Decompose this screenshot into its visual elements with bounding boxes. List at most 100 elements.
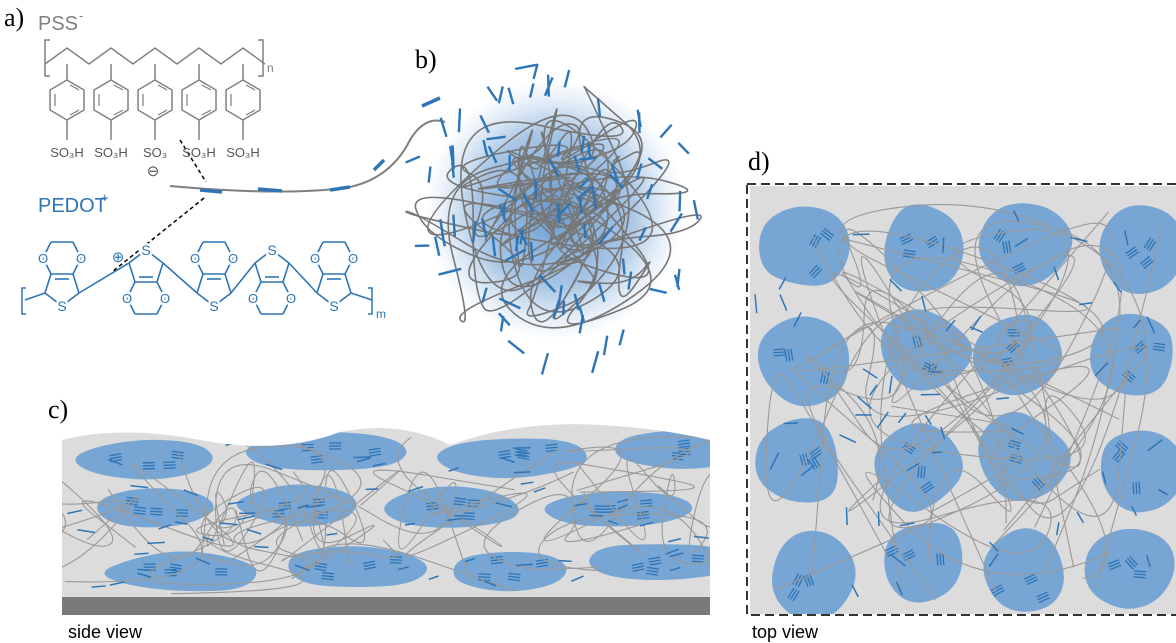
pedot-chain — [353, 457, 371, 458]
oxygen-atom: O — [76, 251, 86, 266]
bond — [231, 263, 255, 293]
sulfur-atom: S — [141, 242, 150, 258]
sulfonate-group: SO₃H — [50, 145, 83, 160]
sulfur-atom: S — [57, 298, 66, 314]
pedot-chain — [455, 516, 465, 517]
bond — [129, 263, 135, 282]
double-bond — [143, 85, 167, 115]
pedot-chain — [390, 560, 402, 561]
top-view — [750, 186, 1176, 621]
pss-name: PSS — [38, 13, 78, 35]
sulfur-atom: S — [267, 242, 276, 258]
sulfonate-group: SO₃H — [226, 145, 259, 160]
pedot-chain — [774, 355, 786, 356]
pedot-chain — [479, 574, 491, 575]
bond — [25, 293, 45, 300]
pedot-domain — [589, 544, 733, 580]
pedot-chain — [508, 341, 524, 354]
pedot-chain — [459, 108, 460, 132]
panel-label: d) — [748, 147, 770, 176]
pedot-chain — [943, 237, 944, 252]
substrate — [62, 597, 710, 615]
pedot-chain — [452, 163, 454, 178]
bond — [289, 263, 317, 293]
bond — [157, 263, 163, 282]
sulfur-atom: S — [209, 298, 218, 314]
pedot-pss-grain — [406, 64, 702, 375]
double-bond — [231, 85, 255, 115]
page: a) PSS - PEDOT + b) c) side view d) top … — [0, 0, 1176, 643]
pedot-chain — [773, 349, 785, 350]
pedot-chain — [846, 507, 847, 525]
panel-label: b) — [415, 45, 437, 74]
pedot-chain — [784, 423, 798, 424]
repeat-index: n — [267, 61, 274, 75]
pedot-chain — [692, 558, 704, 559]
bond — [163, 263, 197, 293]
oxygen-atom: O — [190, 251, 200, 266]
pedot-chain — [853, 234, 870, 235]
bond — [225, 274, 231, 293]
oxygen-atom: O — [122, 291, 132, 306]
side-view — [0, 415, 843, 597]
pedot-name: PEDOT — [38, 195, 107, 217]
pedot-chain — [478, 577, 490, 578]
pedot-chain — [623, 258, 624, 274]
pedot-chain — [535, 179, 536, 199]
bond — [345, 274, 351, 293]
pedot-chain — [580, 197, 581, 213]
oxygen-atom: O — [228, 251, 238, 266]
pedot-chain — [150, 508, 162, 509]
pedot-chain — [563, 301, 564, 315]
double-bond — [55, 85, 79, 115]
panel-label: a) — [4, 3, 24, 32]
double-bond — [99, 85, 123, 115]
pedot-chain — [1133, 482, 1134, 494]
pss-structure: nSO₃HSO₃HSO₃SO₃HSO₃H⊖ — [45, 40, 274, 180]
pedot-chain — [147, 542, 164, 543]
pedot-chain — [580, 158, 596, 160]
pedot-chain — [558, 560, 571, 561]
sulfonate-group: SO₃ — [143, 145, 167, 160]
pedot-chain — [163, 462, 175, 463]
pedot-chain — [692, 555, 704, 556]
pedot-chain — [542, 353, 548, 374]
sulfur-atom: S — [329, 298, 338, 314]
pedot-charge: + — [101, 190, 109, 205]
oxygen-atom: O — [286, 291, 296, 306]
pedot-chain — [932, 452, 942, 453]
pedot-chain — [150, 514, 162, 515]
caption: side view — [68, 622, 143, 642]
pedot-chain — [604, 336, 607, 356]
pedot-chain — [640, 503, 652, 504]
pedot-chain — [694, 200, 698, 219]
bond — [45, 274, 51, 293]
bond — [317, 274, 323, 293]
pedot-chain — [406, 156, 420, 162]
pedot-chain — [692, 561, 704, 562]
pedot-chain — [590, 515, 603, 516]
pedot-chain — [1136, 482, 1137, 494]
pedot-structure: SOOSOOSOOSOOSOOm⊕ — [22, 242, 386, 321]
pedot-chain — [1139, 482, 1140, 494]
oxygen-atom: O — [38, 251, 48, 266]
pedot-chain — [164, 468, 176, 469]
bond — [73, 274, 79, 293]
pedot-chain — [548, 75, 549, 97]
pedot-chain — [604, 509, 616, 510]
figure: a) PSS - PEDOT + b) c) side view d) top … — [0, 0, 1176, 643]
oxygen-atom: O — [348, 251, 358, 266]
pedot-chain — [150, 511, 162, 512]
pedot-chain — [678, 143, 689, 154]
pedot-chain — [254, 547, 268, 548]
pss-backbone — [45, 48, 265, 64]
anion-charge: ⊖ — [147, 163, 160, 180]
pedot-chain — [660, 125, 671, 138]
double-bond — [187, 85, 211, 115]
oxygen-atom: O — [310, 251, 320, 266]
caption: top view — [752, 622, 819, 642]
pss-charge: - — [79, 8, 83, 23]
pedot-chain — [584, 224, 585, 238]
oxygen-atom: O — [160, 291, 170, 306]
pedot-chain — [164, 465, 176, 466]
